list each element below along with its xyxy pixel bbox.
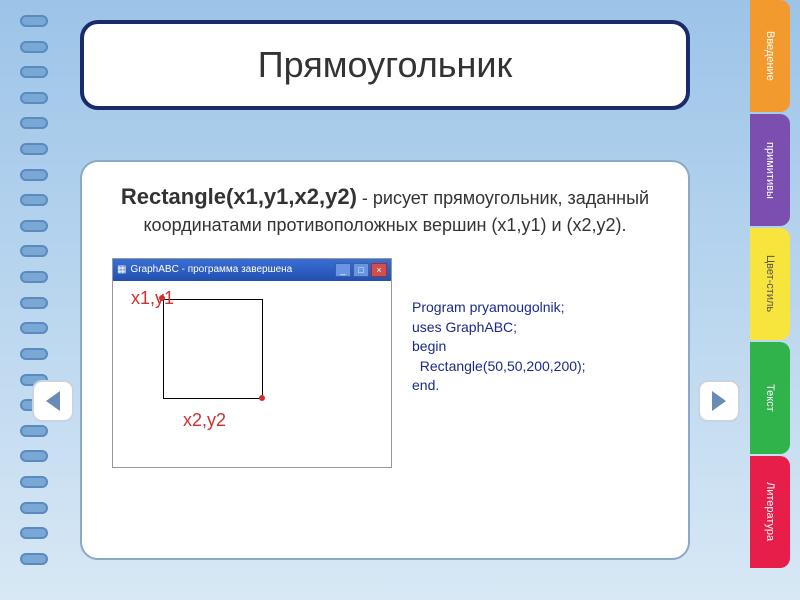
point-2 — [259, 395, 265, 401]
side-tabs: Введение примитивы Цвет-стиль Текст Лите… — [750, 0, 790, 570]
chevron-right-icon — [712, 391, 726, 411]
command-name: Rectangle(x1,y1,x2,y2) — [121, 184, 357, 209]
window-body: x1,y1 x2,y2 — [113, 281, 391, 467]
tab-literature[interactable]: Литература — [750, 456, 790, 568]
tab-primitives[interactable]: примитивы — [750, 114, 790, 226]
window-titlebar: ▦ GraphABC - программа завершена _ □ × — [113, 259, 391, 281]
coord-label-2: x2,y2 — [183, 411, 233, 429]
coord-label-1: x1,y1 — [131, 289, 171, 307]
spiral-binding — [20, 15, 48, 565]
maximize-button[interactable]: □ — [353, 263, 369, 277]
tab-text[interactable]: Текст — [750, 342, 790, 454]
slide-title: Прямоугольник — [258, 44, 512, 86]
tab-color-style[interactable]: Цвет-стиль — [750, 228, 790, 340]
minimize-button[interactable]: _ — [335, 263, 351, 277]
next-button[interactable] — [698, 380, 740, 422]
app-icon: ▦ — [117, 264, 126, 275]
close-button[interactable]: × — [371, 263, 387, 277]
content-panel: Rectangle(x1,y1,x2,y2) - рисует прямоуго… — [80, 160, 690, 560]
prev-button[interactable] — [32, 380, 74, 422]
description: Rectangle(x1,y1,x2,y2) - рисует прямоуго… — [112, 182, 658, 238]
chevron-left-icon — [46, 391, 60, 411]
rectangle-shape — [163, 299, 263, 399]
example-window: ▦ GraphABC - программа завершена _ □ × x… — [112, 258, 392, 468]
example-row: ▦ GraphABC - программа завершена _ □ × x… — [112, 258, 658, 468]
window-title: GraphABC - программа завершена — [130, 264, 292, 275]
slide-title-box: Прямоугольник — [80, 20, 690, 110]
code-example: Program pryamougolnik; uses GraphABC; be… — [412, 298, 586, 396]
tab-intro[interactable]: Введение — [750, 0, 790, 112]
